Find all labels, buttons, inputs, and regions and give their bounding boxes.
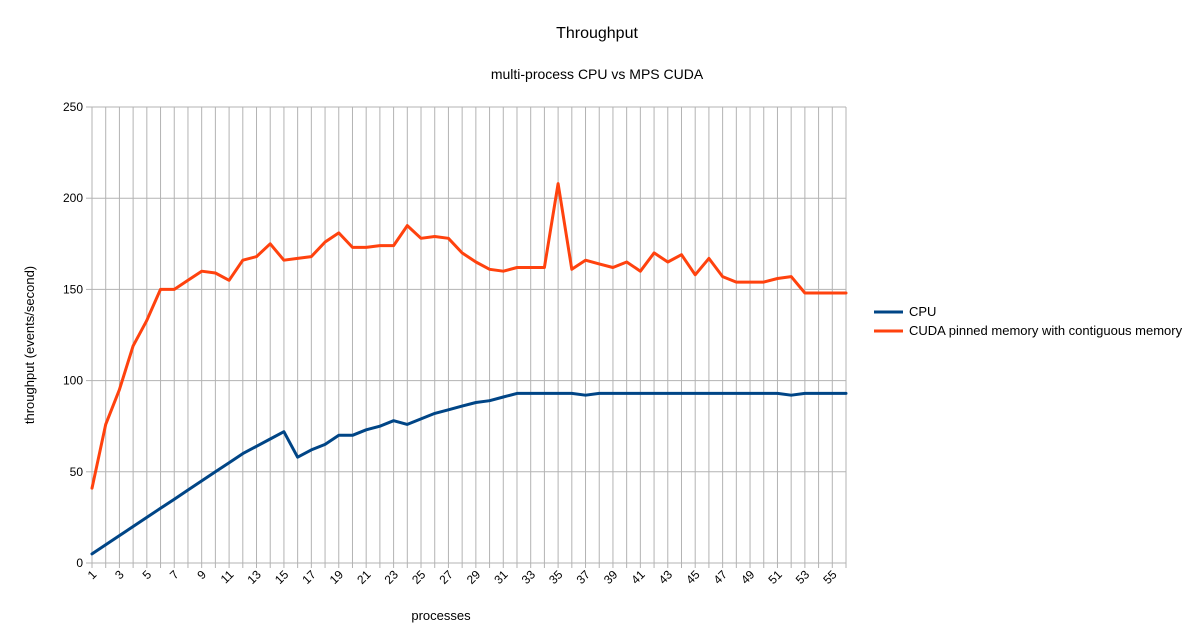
x-tick-label: 15 — [272, 567, 292, 587]
y-axis-title: throughput (events/second) — [22, 266, 37, 424]
y-tick-label: 0 — [76, 556, 83, 570]
x-tick-label: 43 — [656, 567, 676, 587]
legend-label-cpu: CPU — [909, 304, 936, 319]
x-tick-label: 3 — [112, 567, 127, 582]
x-tick-label: 45 — [683, 567, 703, 587]
series-line-cpu — [90, 391, 848, 556]
x-tick-label: 1 — [85, 567, 100, 582]
x-tick-label: 55 — [820, 567, 840, 587]
x-tick-label: 19 — [327, 567, 347, 587]
x-tick-label: 29 — [464, 567, 484, 587]
legend-label-cuda: CUDA pinned memory with contiguous memor… — [909, 323, 1183, 338]
axes — [86, 106, 847, 568]
y-tick-label: 150 — [63, 282, 83, 296]
x-tick-labels: 1 3 5 7 9 11 13 15 17 19 21 23 25 27 29 31 33 35 37 39 41 43 4… — [85, 567, 840, 587]
x-tick-label: 49 — [738, 567, 758, 587]
x-tick-label: 11 — [218, 567, 237, 586]
legend: CPU CUDA pinned memory with contiguous m… — [874, 304, 1183, 338]
x-axis-title: processes — [411, 608, 471, 623]
chart-subtitle: multi-process CPU vs MPS CUDA — [491, 66, 704, 82]
series-lines — [90, 182, 848, 556]
x-tick-label: 7 — [167, 567, 182, 582]
series-line-cuda — [90, 182, 848, 490]
x-tick-label: 51 — [765, 567, 785, 587]
x-tick-label: 41 — [628, 567, 648, 587]
y-tick-label: 100 — [63, 374, 83, 388]
x-tick-label: 31 — [491, 567, 511, 587]
x-tick-label: 47 — [711, 567, 731, 587]
x-tick-label: 53 — [793, 567, 813, 587]
x-tick-label: 17 — [299, 567, 319, 587]
x-tick-label: 33 — [519, 567, 539, 587]
x-tick-label: 23 — [382, 567, 402, 587]
y-tick-labels: 0 50 100 150 200 250 — [63, 100, 83, 570]
x-tick-label: 27 — [436, 567, 456, 587]
grid — [91, 106, 847, 564]
y-tick-label: 50 — [70, 465, 84, 479]
x-tick-label: 25 — [409, 567, 429, 587]
x-tick-label: 13 — [245, 567, 265, 587]
x-tick-label: 21 — [354, 567, 374, 587]
x-tick-label: 5 — [140, 567, 155, 582]
y-tick-label: 250 — [63, 100, 83, 114]
chart-title: Throughput — [556, 25, 638, 42]
x-tick-label: 39 — [601, 567, 621, 587]
x-tick-label: 9 — [194, 567, 209, 582]
x-tick-label: 35 — [546, 567, 566, 587]
y-tick-label: 200 — [63, 191, 83, 205]
x-tick-label: 37 — [574, 567, 594, 587]
